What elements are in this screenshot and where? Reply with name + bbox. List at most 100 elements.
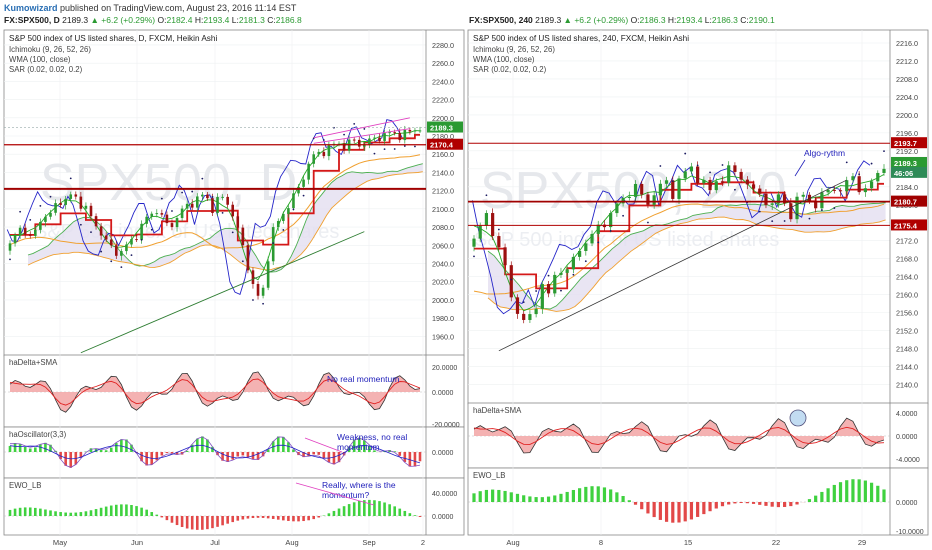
left-osc-bar [28,448,32,452]
left-sar-dot [100,250,103,253]
left-sar-dot [272,242,275,245]
left-candle [18,227,22,236]
left-y-tick: 1960.0 [432,332,454,341]
left-candle [398,132,402,141]
left-chart-title: S&P 500 index of US listed shares, D, FX… [9,34,217,43]
left-sar-dot [160,197,163,200]
right-candle [807,194,812,201]
right-sar-dot [858,173,861,176]
left-osc-bar [211,516,214,529]
left-sar-dot [19,210,22,213]
left-sar-dot [191,190,194,193]
left-symbol[interactable]: FX:SPX500, D [4,15,60,25]
left-candle [342,143,346,151]
left-y-tick: 2200.0 [432,114,454,123]
right-candle [689,166,694,172]
right-y-tick: 2192.0 [896,147,918,156]
author-link[interactable]: Kumowizard [4,3,58,13]
left-osc-label: haOscillator(3,3) [9,430,67,439]
left-osc-bar [383,451,386,452]
right-candle [677,178,681,199]
left-candle [282,213,285,221]
left-osc-bar [69,452,73,468]
left-osc-bar [261,516,265,518]
right-symbol[interactable]: FX:SPX500, 240 [469,15,533,25]
left-candle [155,213,159,215]
left-sar-dot [414,145,416,148]
right-sar-dot [497,228,500,231]
left-osc-bar [231,452,235,460]
left-osc-bar [170,516,174,523]
right-osc-bar [851,479,855,502]
right-y-tick: 2148.0 [896,345,918,354]
left-osc-bar [236,516,240,521]
left-osc-bar [59,452,62,460]
right-candle [664,180,669,184]
right-candle [627,196,631,198]
left-candle [109,239,113,246]
right-candle [553,274,557,294]
left-osc-bar [327,513,331,516]
left-kijun-line [10,133,420,246]
right-osc-bar [820,491,824,502]
publish-header: Kumowizard published on TradingView.com,… [0,0,932,30]
right-candle [640,183,644,195]
left-price-label-bg [427,138,463,150]
right-osc-bar [515,493,520,502]
right-price-label-bg [891,219,927,231]
left-osc-bar [44,442,47,452]
right-sar-dot [883,150,885,152]
left-osc-bar [413,515,417,516]
left-osc-bar [413,452,417,467]
left-candle [54,203,57,213]
right-osc-tick: -10.0000 [896,529,924,536]
right-osc-bar [497,489,501,502]
left-osc-bar [297,516,300,522]
right-price-label-bg [891,166,927,178]
left-sar-dot [403,145,406,147]
left-candle [231,204,235,217]
left-candle [89,205,93,217]
left-osc-bar [206,516,209,530]
right-osc-bar [491,489,495,502]
right-osc-bar [727,502,731,505]
left-osc-bar [327,452,331,463]
left-osc-bar [403,452,407,463]
left-y-tick: 2080.0 [432,223,454,232]
left-candle [413,130,417,132]
left-osc1-annotation: No real momentum [327,374,399,384]
right-osc-bar [795,502,799,505]
right-candle [515,297,520,314]
left-osc-bar [135,506,138,516]
right-osc-fill [474,418,884,453]
left-open: 2182.4 [166,15,193,25]
right-sar-dot [597,241,600,244]
right-osc-bar [540,497,544,502]
left-osc-tick: 20.0000 [432,365,457,372]
right-candle [646,194,650,205]
right-sar-dot [584,260,587,263]
left-osc-bar [307,452,310,457]
right-candle [764,193,768,205]
right-sar-dot [560,289,562,292]
left-osc-bar [23,507,27,516]
right-algo-pointer [794,159,806,177]
left-candle [368,138,371,145]
right-sar-dot [547,274,550,277]
right-osc-bar [559,493,563,502]
right-osc-bar [553,495,557,502]
left-osc-bar [145,452,148,466]
left-osc-bar [195,516,199,530]
left-osc-bar [302,452,305,458]
right-candle [571,256,575,270]
right-osc-bar [770,502,774,507]
right-y-tick: 2144.0 [896,363,918,372]
left-osc-bar [59,512,62,516]
left-osc-bar [165,516,169,521]
right-osc-bar [578,488,582,502]
left-osc-bar [317,516,321,518]
left-osc-bar [251,516,255,519]
left-osc3-annotation-line1: Really, where is the [322,480,396,490]
left-candle [79,196,83,209]
